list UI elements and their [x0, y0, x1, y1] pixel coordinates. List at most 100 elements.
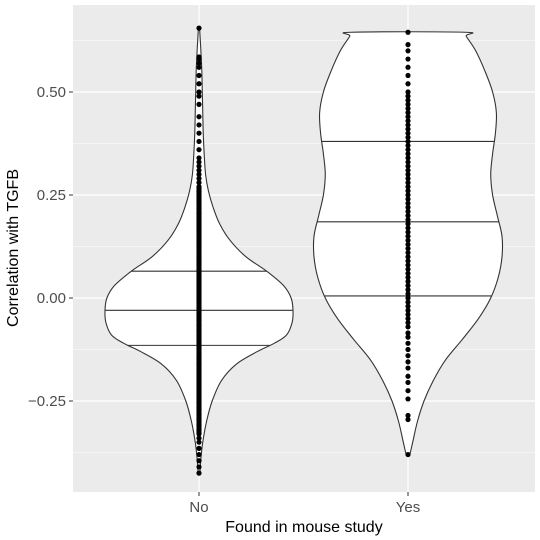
y-tick-label: 0.25 — [37, 187, 66, 204]
point-yes — [405, 110, 411, 116]
point-yes — [405, 283, 411, 289]
point-yes — [405, 163, 411, 169]
point-no — [196, 93, 202, 99]
point-yes — [405, 303, 411, 309]
point-yes — [405, 330, 411, 336]
point-no — [196, 180, 202, 186]
point-yes — [405, 130, 411, 136]
point-yes — [405, 29, 411, 35]
point-yes — [405, 180, 411, 186]
point-yes — [405, 295, 411, 301]
point-no — [196, 439, 202, 445]
point-yes — [405, 217, 411, 223]
axes: −0.25 0.00 0.25 0.50 No Yes — [28, 84, 420, 516]
point-no — [196, 130, 202, 136]
point-yes — [405, 142, 411, 149]
point-yes — [405, 208, 411, 215]
data-points — [196, 25, 411, 476]
point-yes — [405, 388, 411, 394]
point-no — [196, 184, 202, 190]
point-yes — [405, 188, 411, 194]
point-yes — [405, 307, 411, 313]
point-yes — [405, 229, 411, 235]
point-yes — [405, 396, 411, 402]
point-yes — [405, 175, 411, 182]
point-no — [196, 89, 202, 95]
point-yes — [405, 114, 411, 120]
point-yes — [405, 64, 411, 70]
point-yes — [405, 81, 411, 87]
point-no — [196, 138, 202, 145]
point-no — [196, 171, 202, 177]
point-yes — [405, 412, 411, 419]
point-yes — [405, 155, 411, 161]
point-yes — [405, 221, 411, 227]
point-yes — [405, 311, 411, 318]
x-axis-title: Found in mouse study — [225, 519, 382, 536]
point-yes — [405, 365, 411, 371]
point-yes — [405, 379, 411, 386]
point-no — [196, 122, 202, 128]
point-no — [196, 464, 202, 470]
point-yes — [405, 233, 411, 239]
point-yes — [405, 171, 411, 177]
point-no — [196, 72, 202, 79]
point-no — [196, 101, 202, 107]
point-yes — [405, 192, 411, 198]
point-yes — [405, 334, 411, 340]
point-yes — [405, 245, 411, 252]
point-yes — [405, 138, 411, 145]
point-yes — [405, 346, 411, 353]
y-tick-label: 0.50 — [37, 84, 66, 101]
point-yes — [405, 56, 411, 62]
point-yes — [405, 250, 411, 256]
point-no — [196, 81, 202, 87]
point-yes — [405, 451, 411, 458]
point-no — [196, 458, 202, 464]
point-yes — [405, 373, 411, 379]
point-no — [196, 60, 202, 66]
point-yes — [405, 320, 411, 326]
point-yes — [405, 122, 411, 128]
point-yes — [405, 353, 411, 359]
point-yes — [405, 237, 411, 243]
point-no — [196, 451, 202, 458]
point-yes — [405, 340, 411, 346]
point-yes — [405, 266, 411, 272]
point-yes — [405, 134, 411, 140]
x-tick-label: No — [189, 499, 208, 516]
point-yes — [405, 213, 411, 219]
y-tick-label: −0.25 — [28, 393, 66, 410]
point-yes — [405, 196, 411, 202]
y-axis-title: Correlation with TGFB — [5, 169, 22, 327]
point-no — [196, 114, 202, 120]
point-yes — [405, 89, 411, 95]
point-yes — [405, 278, 411, 285]
y-tick-label: 0.00 — [37, 290, 66, 307]
point-yes — [405, 105, 411, 112]
point-yes — [405, 262, 411, 268]
point-no — [196, 155, 202, 161]
point-yes — [405, 258, 411, 264]
point-yes — [405, 48, 411, 54]
point-no — [196, 163, 202, 169]
point-yes — [405, 167, 411, 173]
point-yes — [405, 184, 411, 190]
point-yes — [405, 118, 411, 124]
point-no — [196, 159, 202, 165]
point-yes — [405, 291, 411, 297]
point-yes — [405, 359, 411, 365]
point-yes — [405, 97, 411, 103]
point-no — [196, 54, 202, 60]
point-yes — [405, 225, 411, 231]
point-yes — [405, 126, 411, 132]
point-no — [196, 470, 202, 476]
point-yes — [405, 147, 411, 153]
point-yes — [405, 101, 411, 107]
point-yes — [405, 42, 411, 48]
point-yes — [405, 93, 411, 99]
point-yes — [405, 299, 411, 305]
point-no — [196, 445, 202, 451]
point-yes — [405, 254, 411, 260]
